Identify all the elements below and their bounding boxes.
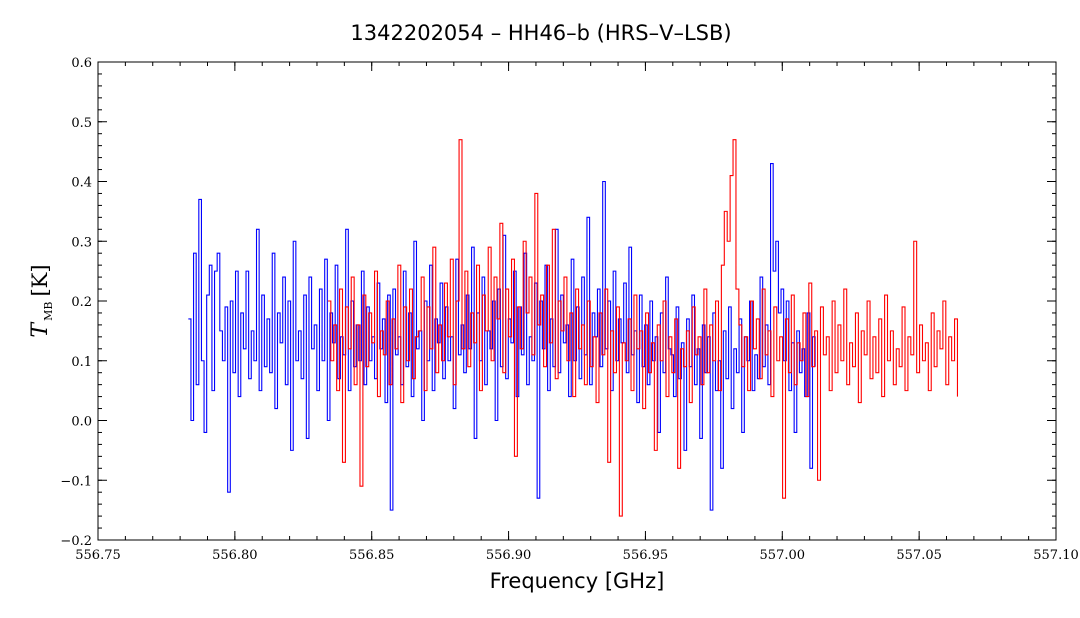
- y-tick-label: −0.2: [60, 534, 92, 549]
- y-axis-symbol: T: [28, 321, 53, 338]
- y-tick-label: −0.1: [60, 474, 92, 489]
- y-tick-label: 0.0: [71, 415, 92, 430]
- series-line-1: [327, 139, 959, 517]
- y-axis-subscript: MB: [42, 302, 55, 321]
- y-tick-label: 0.3: [71, 235, 92, 250]
- x-tick-label: 556.95: [623, 548, 669, 563]
- y-tick-label: 0.5: [71, 116, 92, 131]
- y-tick-label: 0.6: [71, 56, 92, 71]
- x-tick-label: 557.10: [1033, 548, 1079, 563]
- y-tick-label: 0.4: [71, 176, 92, 191]
- x-tick-labels: 556.75 556.80 556.85 556.90 556.95 557.00 557.…: [75, 548, 1079, 563]
- x-tick-label: 556.85: [349, 548, 395, 563]
- x-tick-label: 557.05: [896, 548, 942, 563]
- y-tick-label: 0.2: [71, 295, 92, 310]
- axis-ticks: [97, 61, 1057, 541]
- x-axis-label: Frequency [GHz]: [490, 569, 665, 593]
- y-tick-labels: −0.2 −0.1 0.0 0.1 0.2 0.3 0.4 0.5 0.6: [60, 56, 92, 549]
- x-tick-label: 556.75: [75, 548, 121, 563]
- y-tick-label: 0.1: [71, 355, 92, 370]
- chart-title: 1342202054 – HH46–b (HRS–V–LSB): [350, 21, 731, 45]
- x-tick-label: 557.00: [760, 548, 806, 563]
- plot-frame: [97, 61, 1057, 541]
- x-tick-label: 556.90: [486, 548, 532, 563]
- series-layer: [188, 139, 959, 517]
- x-tick-label: 556.80: [212, 548, 258, 563]
- y-axis-label: TMB [K]: [28, 264, 55, 337]
- y-axis-unit: [K]: [28, 264, 52, 296]
